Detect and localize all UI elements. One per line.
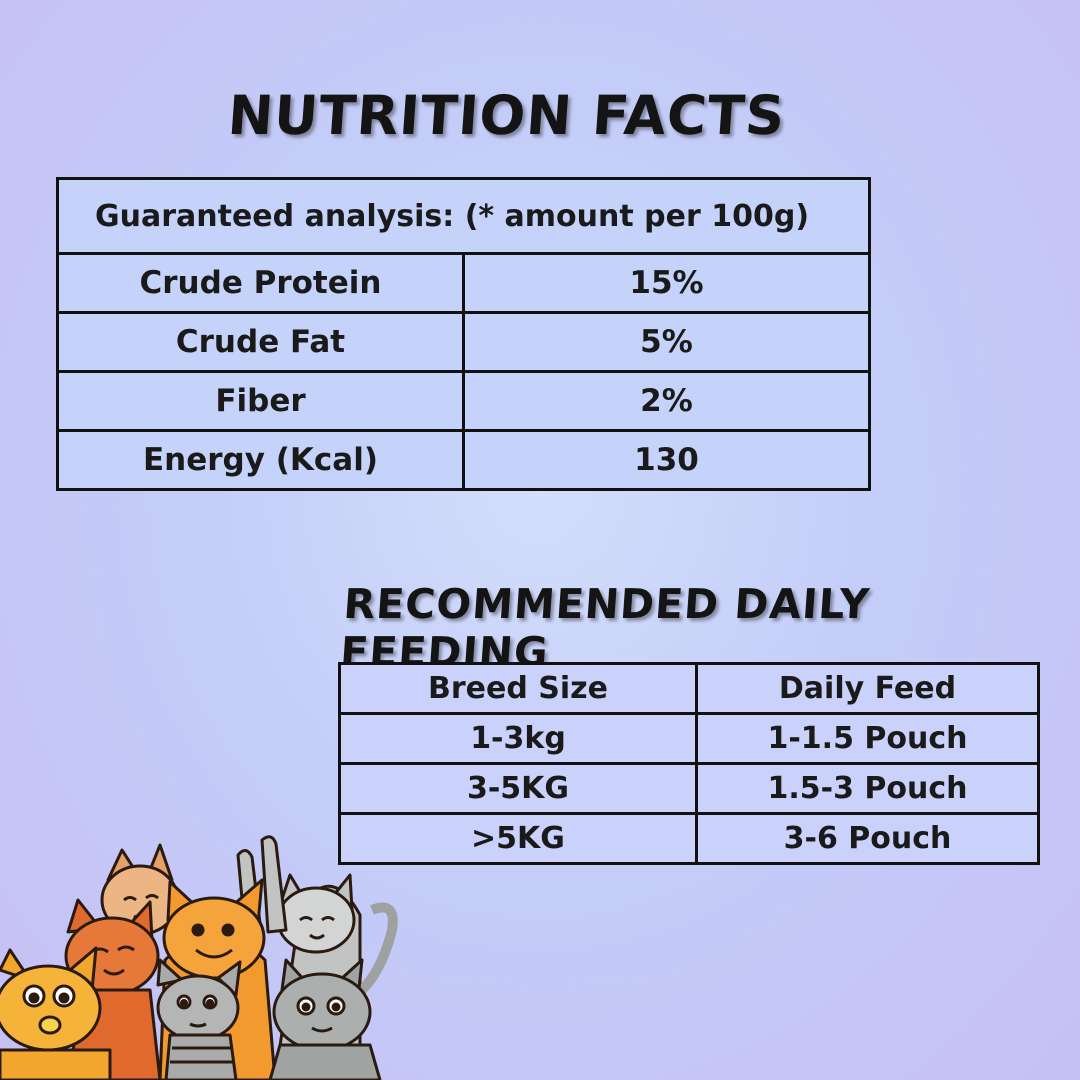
nutrient-label: Energy (Kcal) [56,429,465,491]
nutrition-facts-title: NUTRITION FACTS [225,84,788,147]
orange-cat-icon [100,843,180,936]
nutrient-value: 15% [462,252,871,314]
table-row: 3-5KG 1.5-3 Pouch [338,762,1040,815]
feeding-table: Breed Size Daily Feed 1-3kg 1-1.5 Pouch … [338,662,1040,865]
daily-feed-cell: 3-6 Pouch [695,812,1040,865]
yellow-cat-icon [0,946,112,1080]
column-header-breed-size: Breed Size [338,662,698,715]
table-header-row: Breed Size Daily Feed [338,662,1040,715]
column-header-daily-feed: Daily Feed [695,662,1040,715]
nutrient-value: 2% [462,370,871,432]
nutrient-label: Crude Protein [56,252,465,314]
nutrient-label: Fiber [56,370,465,432]
gray-cat-icon [268,958,382,1080]
table-row: Crude Protein 15% [56,252,871,314]
table-row: Crude Fat 5% [56,311,871,373]
breed-size-cell: 1-3kg [338,712,698,765]
gray-cat-icon [156,958,242,1080]
table-row: Energy (Kcal) 130 [56,429,871,491]
daily-feed-cell: 1.5-3 Pouch [695,762,1040,815]
table-row: 1-3kg 1-1.5 Pouch [338,712,1040,765]
nutrient-label: Crude Fat [56,311,465,373]
breed-size-cell: 3-5KG [338,762,698,815]
nutrition-table: Guaranteed analysis: (* amount per 100g)… [56,177,871,491]
cartoon-cats-illustration [0,835,398,1080]
table-row: Fiber 2% [56,370,871,432]
table-row: >5KG 3-6 Pouch [338,812,1040,865]
table-header-row: Guaranteed analysis: (* amount per 100g) [56,177,871,255]
nutrient-value: 5% [462,311,871,373]
guaranteed-analysis-header: Guaranteed analysis: (* amount per 100g) [56,177,871,255]
nutrient-value: 130 [462,429,871,491]
breed-size-cell: >5KG [338,812,698,865]
daily-feed-cell: 1-1.5 Pouch [695,712,1040,765]
